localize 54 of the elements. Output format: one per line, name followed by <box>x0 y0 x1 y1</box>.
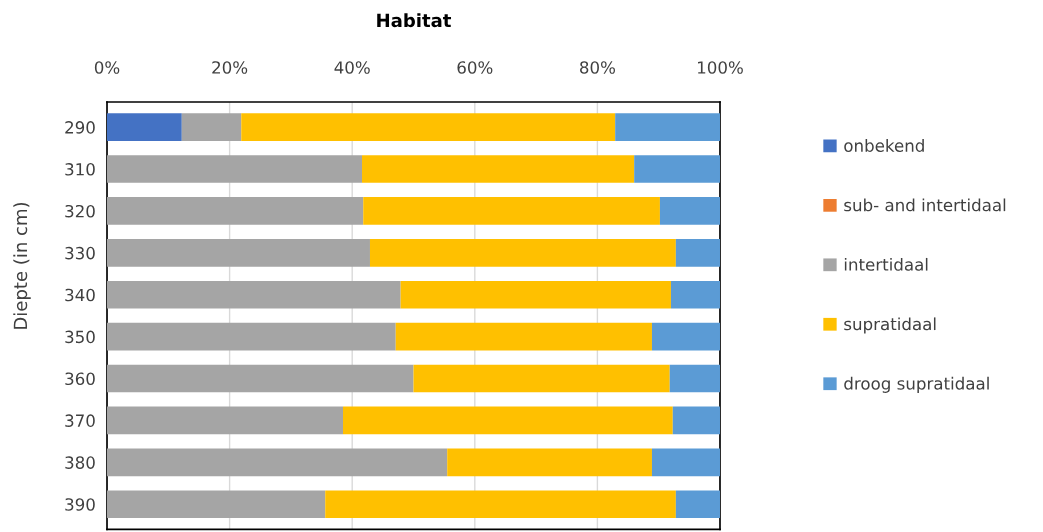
y-axis-title: Diepte (in cm) <box>13 202 31 329</box>
x-tick-label: 40% <box>334 61 370 74</box>
bar <box>400 280 671 309</box>
bar <box>369 239 676 267</box>
legend-label: onbekend <box>844 139 924 152</box>
y-tick-label: 390 <box>65 498 95 511</box>
bar <box>107 364 414 393</box>
bar <box>672 406 720 435</box>
bar <box>669 364 720 393</box>
y-tick-label: 360 <box>65 372 95 386</box>
bar <box>651 322 720 351</box>
chart-title: Habitat <box>377 13 452 28</box>
bar <box>181 113 242 141</box>
bar <box>343 406 673 435</box>
y-tick-label: 330 <box>65 246 95 260</box>
legend-label: sub- and intertidaal <box>844 198 1006 212</box>
legend-label: droog supratidaal <box>844 376 989 393</box>
y-tick-label: 380 <box>65 456 95 469</box>
bar <box>395 322 652 351</box>
y-tick-label: 320 <box>65 204 95 218</box>
x-tick-label: 100% <box>698 61 743 74</box>
bar <box>107 406 343 435</box>
x-tick-label: 60% <box>457 61 493 74</box>
bar <box>363 197 660 225</box>
bar <box>615 113 720 141</box>
bar <box>107 490 326 519</box>
bar <box>659 197 720 225</box>
bar <box>675 490 720 519</box>
bar <box>107 239 370 267</box>
bar <box>634 155 720 183</box>
legend-label: intertidaal <box>844 257 928 271</box>
bar <box>107 322 396 351</box>
bar <box>107 448 448 477</box>
bar <box>107 113 182 141</box>
y-tick-label: 290 <box>65 121 95 134</box>
bar <box>362 155 635 183</box>
bar <box>675 239 720 267</box>
y-tick-label: 370 <box>65 414 95 427</box>
bar <box>107 155 363 183</box>
x-tick-label: 20% <box>212 61 248 74</box>
bar <box>651 448 720 477</box>
bar <box>241 113 616 141</box>
bar <box>107 280 401 309</box>
y-tick-label: 310 <box>65 163 95 176</box>
bar <box>670 280 720 309</box>
bar <box>413 364 670 393</box>
bar <box>447 448 652 477</box>
bar <box>107 197 364 225</box>
bar <box>325 490 676 519</box>
y-tick-label: 350 <box>65 330 95 344</box>
y-tick-label: 340 <box>65 288 95 302</box>
x-tick-label: 80% <box>580 61 615 74</box>
legend-label: supratidaal <box>844 317 936 334</box>
x-tick-label: 0% <box>94 61 120 74</box>
